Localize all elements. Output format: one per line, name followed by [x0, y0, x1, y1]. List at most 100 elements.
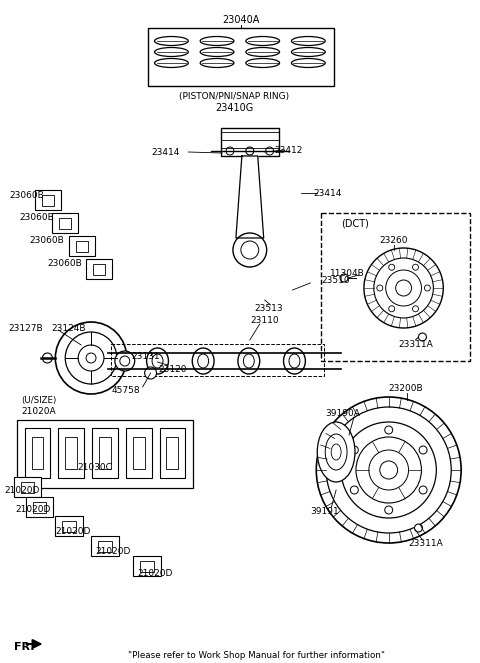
Ellipse shape [243, 354, 254, 368]
Ellipse shape [155, 36, 188, 46]
Ellipse shape [246, 48, 279, 56]
Circle shape [241, 241, 259, 259]
Bar [159, 428, 185, 478]
Bar [321, 213, 470, 361]
Bar [13, 477, 41, 497]
Ellipse shape [246, 36, 279, 46]
Ellipse shape [152, 354, 163, 368]
Circle shape [386, 270, 421, 306]
Text: (DCT): (DCT) [341, 218, 369, 228]
Circle shape [120, 356, 130, 366]
Circle shape [55, 322, 127, 394]
Circle shape [419, 446, 427, 454]
Text: 39190A: 39190A [325, 408, 360, 418]
Circle shape [233, 233, 267, 267]
Text: 23412: 23412 [274, 145, 303, 154]
Bar [133, 556, 160, 576]
Ellipse shape [200, 48, 234, 56]
Text: 23060B: 23060B [48, 259, 82, 267]
Bar [93, 264, 105, 275]
Text: 23311A: 23311A [408, 538, 443, 548]
Circle shape [364, 248, 444, 328]
Text: 21020D: 21020D [95, 548, 131, 556]
Bar [42, 195, 54, 206]
Circle shape [419, 333, 426, 341]
Bar [52, 213, 78, 233]
Bar [98, 541, 112, 552]
Ellipse shape [331, 444, 341, 460]
Circle shape [412, 306, 419, 312]
Bar [133, 437, 144, 469]
Circle shape [369, 450, 408, 490]
Circle shape [374, 258, 433, 318]
Text: 23060B: 23060B [20, 213, 54, 221]
Text: 23060B: 23060B [10, 190, 45, 200]
Circle shape [246, 147, 254, 155]
Bar [36, 190, 61, 210]
Text: "Please refer to Work Shop Manual for further information": "Please refer to Work Shop Manual for fu… [128, 652, 385, 660]
Text: 21020D: 21020D [4, 485, 39, 495]
Text: 23414: 23414 [151, 147, 180, 156]
Text: 23127B: 23127B [8, 324, 43, 333]
Circle shape [385, 426, 393, 434]
Ellipse shape [325, 434, 347, 470]
Bar [33, 502, 47, 513]
Bar [55, 516, 83, 536]
Text: 21020A: 21020A [22, 406, 56, 416]
Bar [126, 428, 152, 478]
Bar [60, 218, 71, 229]
Bar [25, 497, 53, 517]
Bar [221, 128, 278, 156]
Circle shape [42, 353, 52, 363]
Text: (PISTON/PNI/SNAP RING): (PISTON/PNI/SNAP RING) [179, 91, 289, 101]
Text: 23510: 23510 [322, 276, 350, 284]
Bar [167, 437, 179, 469]
Ellipse shape [200, 58, 234, 68]
Circle shape [424, 285, 431, 291]
Text: 23131: 23131 [132, 351, 160, 361]
Bar [111, 344, 324, 376]
Ellipse shape [155, 58, 188, 68]
Circle shape [350, 446, 358, 454]
Ellipse shape [284, 348, 305, 374]
Text: 23410G: 23410G [215, 103, 253, 113]
Bar [17, 420, 193, 488]
Circle shape [419, 486, 427, 494]
Bar [65, 437, 77, 469]
Circle shape [385, 506, 393, 514]
Ellipse shape [146, 348, 168, 374]
Bar [86, 259, 112, 279]
Circle shape [144, 367, 156, 379]
Circle shape [389, 306, 395, 312]
Circle shape [341, 422, 436, 518]
Bar [24, 428, 50, 478]
Bar [21, 482, 35, 493]
Circle shape [356, 437, 421, 503]
Text: 11304B: 11304B [330, 269, 364, 278]
Text: FR.: FR. [13, 642, 34, 652]
Text: 23060B: 23060B [30, 235, 64, 245]
Circle shape [396, 280, 411, 296]
Ellipse shape [291, 36, 325, 46]
Text: 23414: 23414 [313, 188, 341, 198]
Circle shape [65, 332, 117, 384]
Text: 21030C: 21030C [78, 463, 112, 471]
Text: 23124B: 23124B [51, 324, 85, 333]
Text: 23110: 23110 [251, 316, 279, 324]
Polygon shape [236, 156, 264, 238]
Bar [76, 241, 88, 252]
Ellipse shape [198, 354, 209, 368]
Ellipse shape [192, 348, 214, 374]
Circle shape [380, 461, 397, 479]
Bar [62, 521, 76, 532]
Ellipse shape [317, 422, 355, 482]
Text: 23120: 23120 [158, 365, 187, 373]
Text: (U/SIZE): (U/SIZE) [22, 396, 57, 404]
Ellipse shape [291, 58, 325, 68]
Bar [92, 428, 118, 478]
Circle shape [389, 265, 395, 271]
Ellipse shape [291, 48, 325, 56]
Text: 45758: 45758 [111, 385, 140, 394]
Text: 21020D: 21020D [137, 568, 172, 577]
Circle shape [78, 345, 104, 371]
